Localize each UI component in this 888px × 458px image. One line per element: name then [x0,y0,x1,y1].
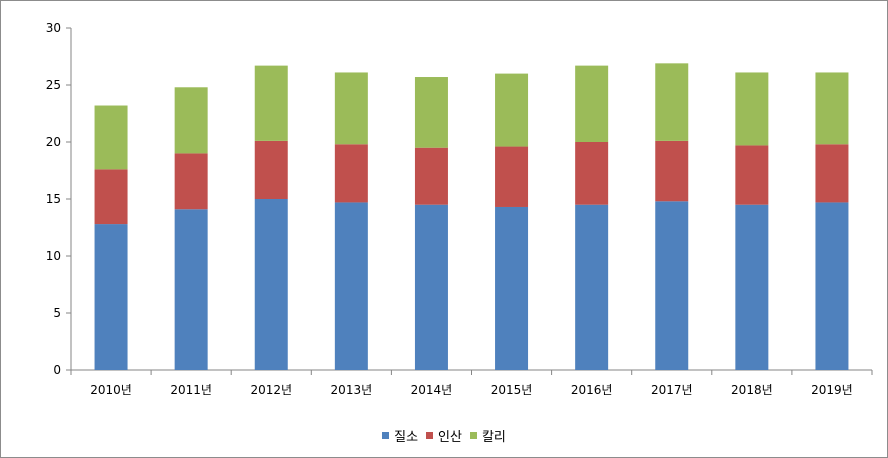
y-tick-label: 30 [46,21,61,35]
y-tick-label: 10 [46,249,61,263]
y-tick-label: 20 [46,135,61,149]
bar-segment-질소 [254,199,288,370]
legend-label: 칼리 [481,430,506,445]
bar-segment-인산 [254,140,288,199]
y-tick-label: 25 [46,78,61,92]
x-tick-label: 2014년 [411,383,453,397]
legend-label: 인산 [438,430,462,445]
bar-segment-질소 [414,204,448,370]
stacked-bar-chart: 0 5 10 15 20 25 30 2010년 2011년 2012년 2013년 2014년 201… [46,21,873,397]
bar-segment-인산 [815,144,849,203]
bar-segment-질소 [174,209,208,370]
bar-segment-질소 [495,206,529,370]
bar-segment-인산 [174,153,208,210]
bar-segment-칼리 [495,73,529,147]
y-tick-label: 0 [53,363,61,377]
bar-segment-질소 [735,204,769,370]
legend-item: 인산 [426,426,462,445]
bar-segment-질소 [815,202,849,370]
bar-segment-인산 [735,145,769,205]
bar-segment-칼리 [334,72,368,145]
x-tick-label: 2019년 [811,383,853,397]
legend-item: 질소 [382,426,418,445]
x-tick-label: 2016년 [571,383,613,397]
bar-segment-인산 [575,142,609,205]
x-tick-label: 2011년 [170,383,212,397]
bar-segment-질소 [575,204,609,370]
x-tick-label: 2013년 [331,383,373,397]
bar-segment-칼리 [254,65,288,141]
bar-segment-칼리 [575,65,609,142]
legend-swatch [382,432,390,439]
bar-segment-칼리 [174,87,208,154]
bar-segment-인산 [495,146,529,207]
legend-label: 질소 [394,430,419,445]
bar-segment-인산 [414,147,448,205]
x-tick-label: 2015년 [491,383,533,397]
legend-swatch [426,432,434,439]
bar-segment-칼리 [94,105,128,170]
legend-swatch [469,432,477,439]
x-tick-label: 2012년 [250,383,292,397]
x-tick-label: 2010년 [90,383,132,397]
y-tick-label: 5 [53,306,61,320]
bar-segment-질소 [655,201,689,370]
bar-segment-칼리 [815,72,849,145]
bar-segment-인산 [655,140,689,202]
bar-segment-칼리 [414,77,448,148]
bar-segment-인산 [94,169,128,225]
bar-segment-질소 [334,202,368,370]
legend-item: 칼리 [469,426,506,445]
chart-legend: 질소 인산 칼리 [0,426,888,445]
bar-segment-질소 [94,224,128,370]
bar-segment-인산 [334,144,368,203]
bar-segment-칼리 [655,63,689,141]
bar-segment-칼리 [735,72,769,146]
x-tick-label: 2018년 [731,383,773,397]
y-tick-label: 15 [46,192,61,206]
x-tick-label: 2017년 [651,383,693,397]
